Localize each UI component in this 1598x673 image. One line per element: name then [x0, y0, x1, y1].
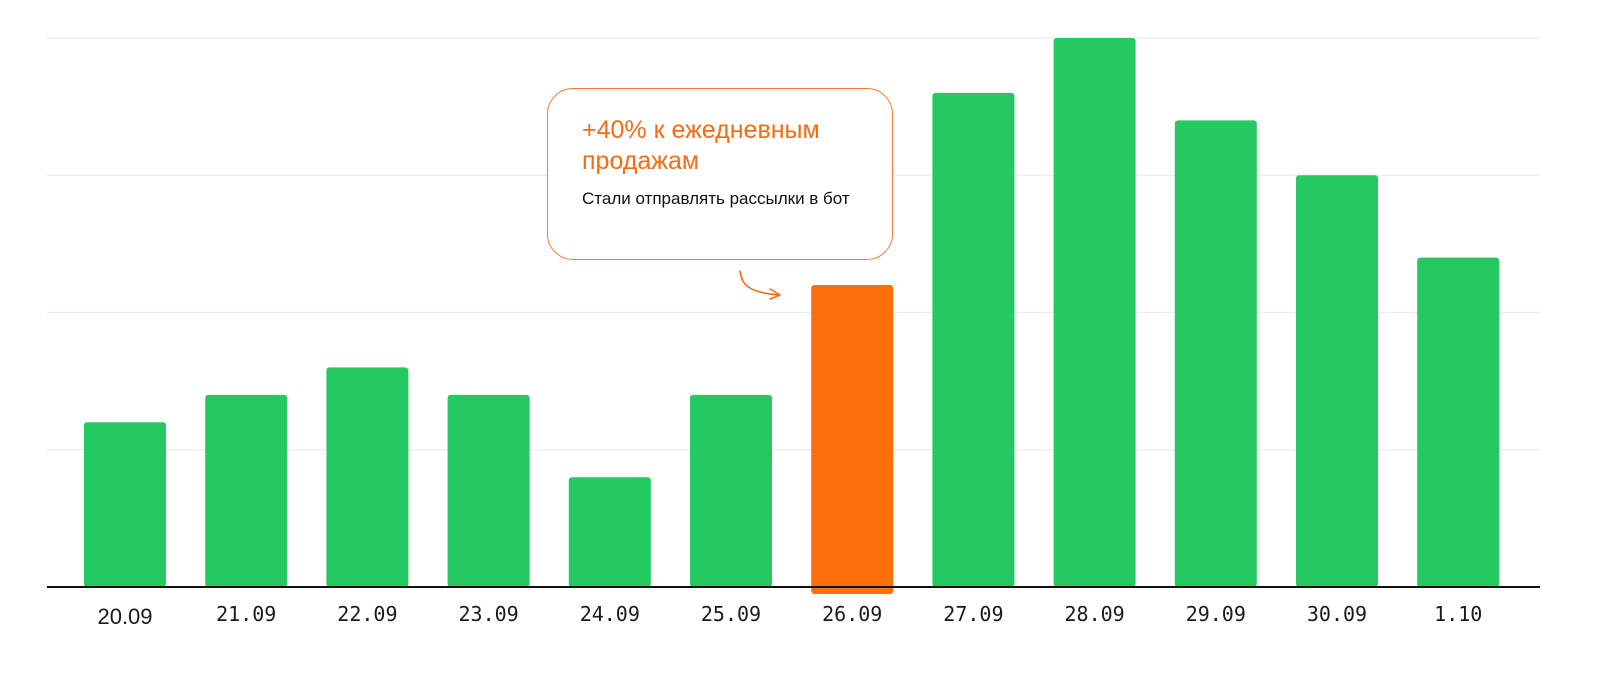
bar: [1053, 38, 1136, 587]
bar: [1417, 257, 1500, 587]
bar: [84, 422, 166, 587]
x-tick-label: 30.09: [1307, 602, 1367, 626]
x-tick-label: 21.09: [216, 602, 276, 626]
bars: [84, 38, 1500, 594]
x-tick-label: 28.09: [1064, 602, 1124, 626]
bar: [932, 92, 1015, 588]
x-tick-label: 1.10: [1434, 602, 1482, 626]
annotation-callout: +40% к ежедневным продажам Стали отправл…: [547, 88, 893, 260]
x-tick-label: 24.09: [580, 602, 640, 626]
x-tick-label: 26.09: [822, 602, 882, 626]
annotation-arrow-curve: [739, 270, 779, 296]
annotation-arrow: [739, 270, 781, 300]
x-tick-label: 23.09: [458, 602, 518, 626]
x-tick-label: 22.09: [337, 602, 397, 626]
bar: [447, 394, 530, 587]
annotation-text: Стали отправлять рассылки в бот: [582, 189, 850, 208]
bar: [205, 394, 288, 587]
bar: [690, 394, 772, 587]
x-tick-label: 29.09: [1186, 602, 1246, 626]
bar: [568, 477, 651, 587]
x-tick-label: 27.09: [943, 602, 1003, 626]
x-axis-tick-labels: 20.09 21.09 22.09 23.09 24.09 25.09 26.09 27.09…: [97, 602, 1482, 629]
annotation-arrow-head: [769, 288, 781, 300]
x-tick-label: 25.09: [701, 602, 761, 626]
annotation-title: +40% к ежедневным продажам: [582, 116, 820, 175]
bar: [326, 367, 409, 587]
bar: [1296, 175, 1378, 587]
x-tick-label: 20.09: [97, 604, 152, 629]
bar: [1174, 120, 1257, 587]
bar-highlighted: [811, 285, 894, 594]
